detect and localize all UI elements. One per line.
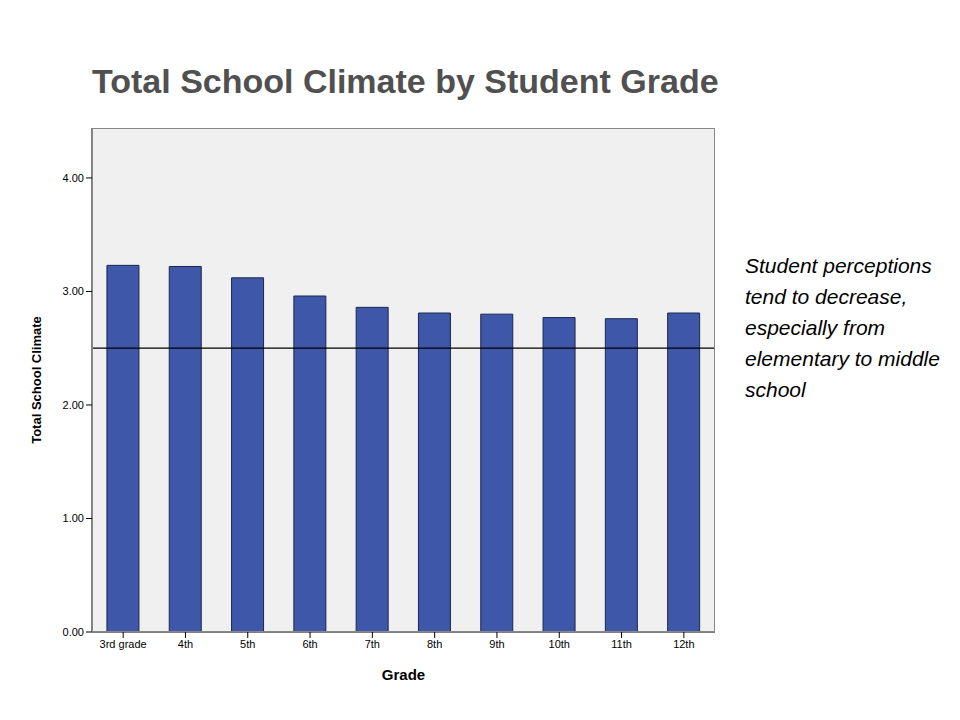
svg-text:8th: 8th: [427, 638, 442, 650]
svg-text:4th: 4th: [178, 638, 193, 650]
svg-text:11th: 11th: [611, 638, 632, 650]
svg-text:Grade: Grade: [382, 666, 425, 683]
svg-text:1.00: 1.00: [63, 512, 84, 524]
svg-text:Total School Climate: Total School Climate: [29, 316, 44, 444]
svg-text:9th: 9th: [489, 638, 504, 650]
html-text:Student perceptions tend to de: Student perceptions tend to decrease, es…: [745, 254, 940, 401]
svg-text:3rd grade: 3rd grade: [100, 638, 147, 650]
svg-text:5th: 5th: [240, 638, 255, 650]
svg-text:4.00: 4.00: [63, 172, 84, 184]
svg-text:7th: 7th: [365, 638, 380, 650]
svg-text:10th: 10th: [549, 638, 570, 650]
svg-text:12th: 12th: [673, 638, 694, 650]
svg-text:3.00: 3.00: [63, 285, 84, 297]
svg-text:0.00: 0.00: [63, 626, 84, 638]
html-text:Total School Climate by Studen: Total School Climate by Student Grade: [92, 62, 719, 100]
svg-text:6th: 6th: [302, 638, 317, 650]
svg-text:2.00: 2.00: [63, 399, 84, 411]
